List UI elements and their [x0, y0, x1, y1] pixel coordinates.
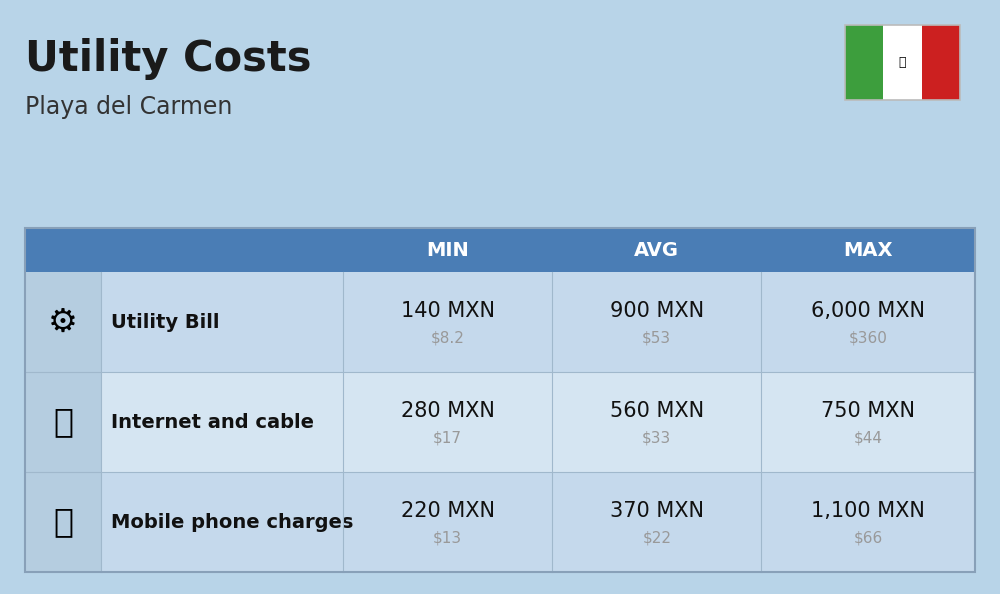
Bar: [25, 228, 975, 572]
Text: 560 MXN: 560 MXN: [610, 401, 704, 421]
Bar: [845, 25, 883, 100]
Text: $44: $44: [854, 431, 883, 446]
Text: 6,000 MXN: 6,000 MXN: [811, 301, 925, 321]
Text: 📱: 📱: [53, 505, 73, 539]
Bar: [25, 272, 101, 372]
Text: $53: $53: [642, 330, 671, 346]
Text: Playa del Carmen: Playa del Carmen: [25, 95, 232, 119]
Text: AVG: AVG: [634, 241, 679, 260]
Text: $8.2: $8.2: [431, 330, 465, 346]
Text: 🦅: 🦅: [899, 56, 906, 69]
Text: MIN: MIN: [426, 241, 469, 260]
Text: $66: $66: [854, 530, 883, 545]
Text: $17: $17: [433, 431, 462, 446]
Bar: [25, 472, 975, 572]
Bar: [25, 372, 101, 472]
Text: $22: $22: [642, 530, 671, 545]
Text: $33: $33: [642, 431, 671, 446]
Text: Internet and cable: Internet and cable: [111, 412, 314, 431]
Text: 370 MXN: 370 MXN: [610, 501, 704, 521]
Text: 140 MXN: 140 MXN: [401, 301, 495, 321]
Bar: [883, 25, 922, 100]
Text: 280 MXN: 280 MXN: [401, 401, 495, 421]
Text: Mobile phone charges: Mobile phone charges: [111, 513, 353, 532]
Text: Utility Costs: Utility Costs: [25, 38, 312, 80]
Bar: [845, 25, 960, 100]
Text: ⚙️: ⚙️: [48, 305, 78, 339]
Bar: [25, 272, 975, 372]
Text: 750 MXN: 750 MXN: [821, 401, 915, 421]
Text: Utility Bill: Utility Bill: [111, 312, 220, 331]
Text: 📶: 📶: [53, 406, 73, 438]
Text: 1,100 MXN: 1,100 MXN: [811, 501, 925, 521]
Text: MAX: MAX: [843, 241, 893, 260]
Text: $360: $360: [849, 330, 888, 346]
Text: 220 MXN: 220 MXN: [401, 501, 495, 521]
Bar: [922, 25, 960, 100]
Bar: [25, 228, 975, 272]
Bar: [25, 372, 975, 472]
Bar: [25, 472, 101, 572]
Text: $13: $13: [433, 530, 462, 545]
Text: 900 MXN: 900 MXN: [610, 301, 704, 321]
